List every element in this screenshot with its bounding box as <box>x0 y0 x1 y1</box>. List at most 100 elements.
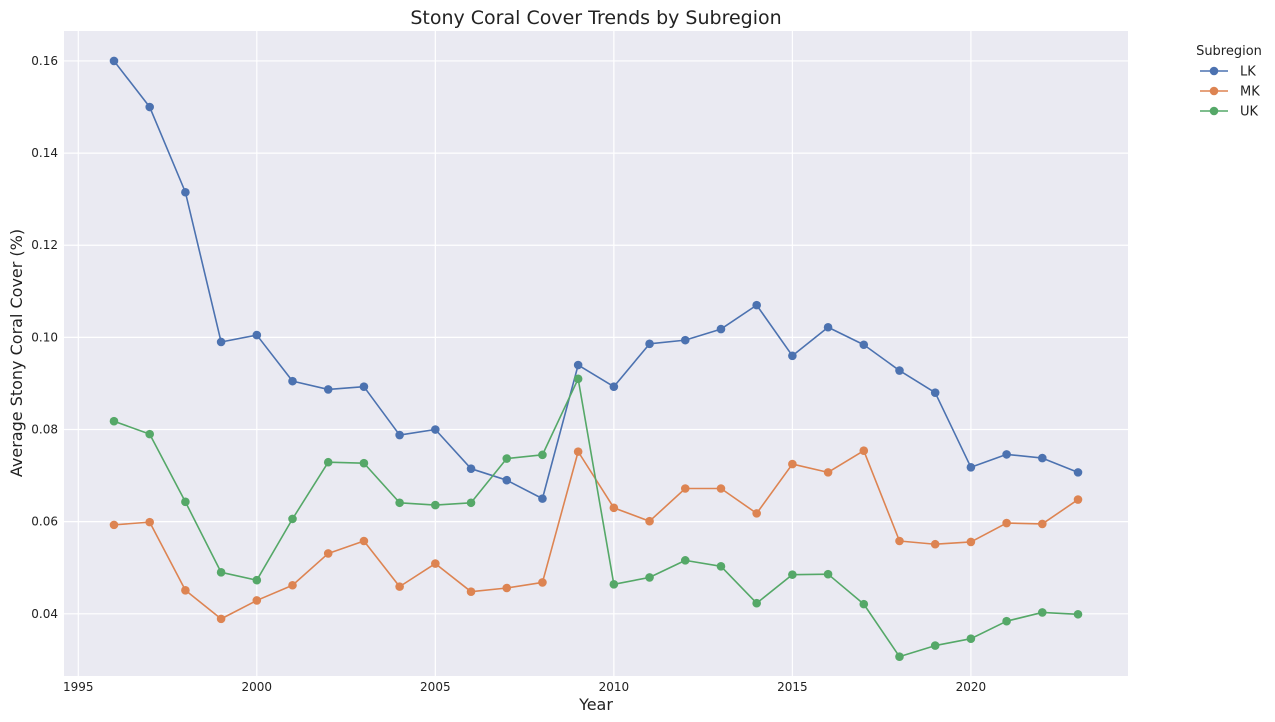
data-point-lk <box>323 385 333 394</box>
x-tick-label: 1995 <box>63 680 94 694</box>
data-point-uk <box>895 652 904 661</box>
data-point-uk <box>359 458 369 468</box>
data-point-mk <box>431 559 440 568</box>
legend-label: MK <box>1240 85 1260 100</box>
data-point-mk <box>1073 495 1083 504</box>
data-point-lk <box>859 340 869 350</box>
data-point-uk <box>788 570 797 579</box>
legend-marker <box>1209 86 1219 96</box>
data-point-lk <box>752 300 761 310</box>
data-point-lk <box>1073 468 1083 477</box>
data-point-mk <box>930 539 940 549</box>
data-point-lk <box>181 187 190 197</box>
data-point-mk <box>752 509 761 518</box>
plot-background <box>64 31 1128 676</box>
data-point-mk <box>395 582 404 591</box>
data-point-lk <box>359 382 369 391</box>
data-point-lk <box>788 351 797 361</box>
legend-marker <box>1209 66 1219 76</box>
y-tick-label: 0.16 <box>31 54 58 68</box>
data-point-mk <box>502 583 512 593</box>
data-point-uk <box>1002 616 1011 626</box>
legend-label: UK <box>1240 105 1259 120</box>
data-point-uk <box>395 498 404 508</box>
data-point-mk <box>573 447 583 456</box>
data-point-mk <box>966 537 976 547</box>
series-line-lk <box>113 60 1079 500</box>
data-point-mk <box>252 596 262 605</box>
data-point-lk <box>252 330 262 340</box>
data-point-lk <box>1002 450 1011 459</box>
legend-item-uk: UK <box>1200 105 1259 120</box>
data-point-lk <box>109 56 119 66</box>
data-point-mk <box>716 484 726 493</box>
data-point-mk <box>466 587 476 596</box>
y-tick-label: 0.10 <box>31 330 58 344</box>
y-tick-label: 0.14 <box>31 146 58 160</box>
data-point-uk <box>716 562 726 571</box>
data-point-mk <box>859 446 869 456</box>
chart-title: Stony Coral Cover Trends by Subregion <box>410 7 781 29</box>
series-uk <box>109 374 1083 661</box>
data-point-uk <box>930 641 940 650</box>
data-point-uk <box>1073 609 1083 619</box>
y-tick-label: 0.12 <box>31 238 58 252</box>
series-layer <box>109 56 1083 661</box>
data-point-lk <box>895 366 904 375</box>
legend-label: LK <box>1240 65 1256 80</box>
data-point-mk <box>538 578 547 587</box>
series-lk <box>109 56 1083 503</box>
data-point-lk <box>431 425 440 434</box>
data-point-uk <box>288 514 297 524</box>
data-point-mk <box>216 614 226 624</box>
data-point-uk <box>181 497 190 507</box>
data-point-uk <box>323 457 333 467</box>
data-point-lk <box>645 339 654 349</box>
y-tick-label: 0.08 <box>31 423 58 437</box>
x-tick-label: 2010 <box>599 680 630 694</box>
data-point-uk <box>609 580 619 589</box>
data-point-lk <box>395 430 404 440</box>
legend-title: Subregion <box>1196 44 1262 59</box>
legend-item-lk: LK <box>1200 65 1256 80</box>
data-point-lk <box>502 475 512 485</box>
data-point-lk <box>930 388 940 397</box>
data-point-mk <box>1002 518 1011 528</box>
data-point-lk <box>823 322 833 332</box>
data-point-lk <box>466 464 476 473</box>
data-point-mk <box>645 516 654 526</box>
x-tick-label: 2000 <box>242 680 273 694</box>
data-point-lk <box>538 494 547 503</box>
data-point-mk <box>288 580 297 590</box>
x-tick-label: 2015 <box>777 680 808 694</box>
data-point-mk <box>609 503 619 513</box>
data-point-uk <box>145 429 154 439</box>
data-point-uk <box>109 416 119 426</box>
data-point-uk <box>538 450 547 460</box>
y-tick-label: 0.06 <box>31 515 58 529</box>
data-point-lk <box>1038 453 1047 463</box>
data-point-mk <box>181 586 190 595</box>
data-point-uk <box>573 374 583 384</box>
y-tick-label: 0.04 <box>31 607 58 621</box>
legend: Subregion LK MK UK <box>1196 44 1262 120</box>
data-point-uk <box>216 568 226 577</box>
data-point-uk <box>252 575 262 585</box>
data-point-uk <box>431 500 440 510</box>
axis-layer: 1995 2000 2005 2010 2015 2020 0.04 0.06 0.08 0.10… <box>31 54 986 694</box>
x-axis-label: Year <box>578 695 613 714</box>
data-point-uk <box>752 598 761 608</box>
data-point-lk <box>716 324 726 334</box>
data-point-mk <box>788 459 797 469</box>
x-tick-label: 2005 <box>420 680 451 694</box>
data-point-mk <box>680 484 690 493</box>
data-point-lk <box>288 376 297 386</box>
data-point-uk <box>1038 608 1047 617</box>
data-point-lk <box>609 382 619 391</box>
y-axis-label: Average Stony Coral Cover (%) <box>7 229 26 477</box>
data-point-uk <box>645 573 654 582</box>
data-point-lk <box>680 335 690 345</box>
data-point-uk <box>966 634 976 643</box>
